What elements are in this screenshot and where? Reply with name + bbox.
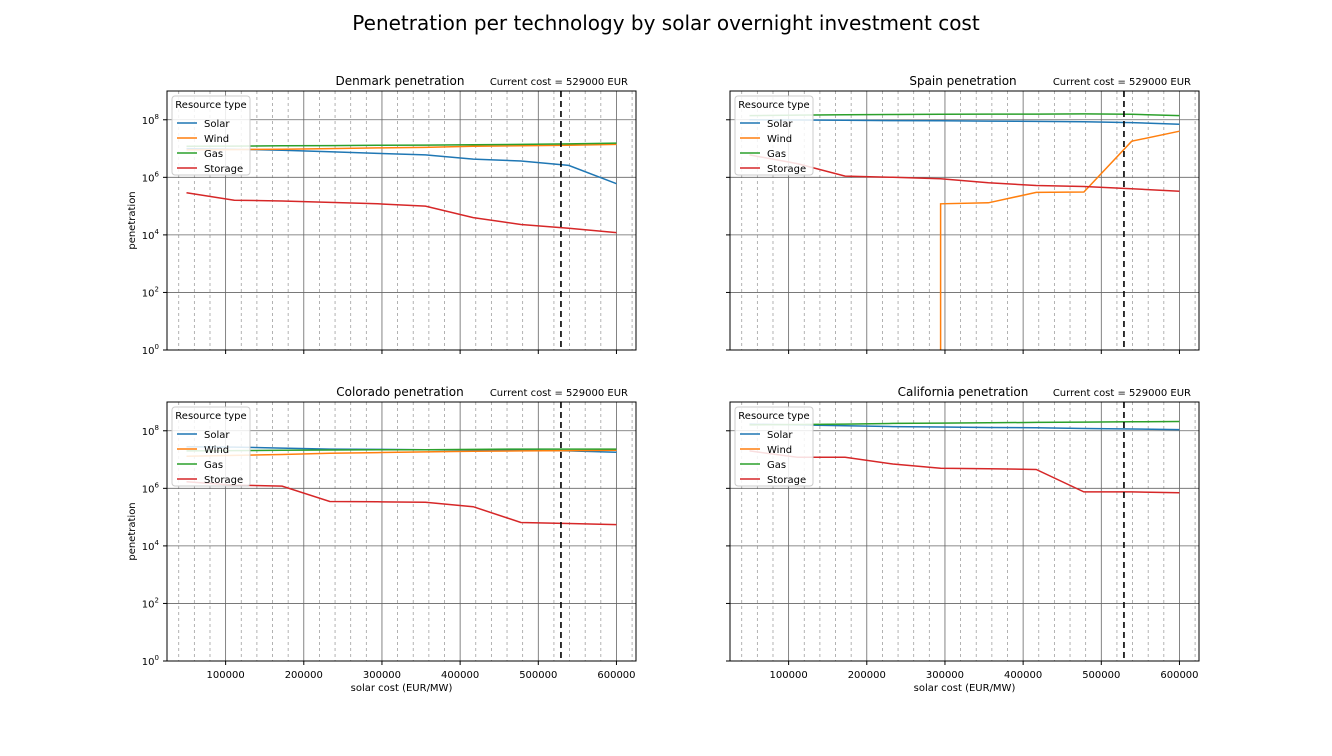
axes-frame xyxy=(166,401,637,662)
y-tick-label: 100 xyxy=(142,343,159,357)
axes-frame xyxy=(729,90,1200,351)
subplot-4: 100000 200000 300000 400000 500000 600000 Cali… xyxy=(726,385,1200,694)
x-tick-label: 500000 xyxy=(519,670,557,681)
legend-entry-wind: Wind xyxy=(204,445,229,456)
y-tick-label: 108 xyxy=(142,113,159,127)
legend-entry-storage: Storage xyxy=(204,475,243,486)
legend-entry-solar: Solar xyxy=(204,119,230,130)
x-axis-label: solar cost (EUR/MW) xyxy=(351,683,453,694)
series-line-storage xyxy=(186,480,617,526)
current-cost-annotation: Current cost = 529000 EUR xyxy=(490,77,628,88)
x-tick-label: 100000 xyxy=(207,670,245,681)
subplot-title: Colorado penetration xyxy=(336,385,463,399)
legend: Resource type Solar Wind Gas Storage xyxy=(171,95,251,176)
subplot-title: Denmark penetration xyxy=(336,74,465,88)
current-cost-annotation: Current cost = 529000 EUR xyxy=(490,388,628,399)
y-tick-label: 104 xyxy=(142,228,160,242)
legend-title: Resource type xyxy=(738,411,809,422)
legend-box xyxy=(734,406,814,487)
legend-entry-gas: Gas xyxy=(204,149,223,160)
legend: Resource type Solar Wind Gas Storage xyxy=(734,95,814,176)
legend-entry-wind: Wind xyxy=(767,134,792,145)
y-axis-label: penetration xyxy=(127,502,138,560)
x-tick-label: 200000 xyxy=(848,670,886,681)
y-tick-label: 106 xyxy=(142,481,160,495)
legend-entry-solar: Solar xyxy=(767,430,793,441)
subplot-grid: 108 106 104 102 100 Denmark penetration Curren… xyxy=(127,74,1200,694)
current-cost-annotation: Current cost = 529000 EUR xyxy=(1053,388,1191,399)
x-tick-label: 600000 xyxy=(597,670,635,681)
series-line-wind xyxy=(186,143,617,151)
legend-entry-storage: Storage xyxy=(767,164,806,175)
figure-suptitle: Penetration per technology by solar over… xyxy=(352,11,980,35)
y-tick-label: 102 xyxy=(142,285,159,299)
subplot-title: Spain penetration xyxy=(909,74,1016,88)
axes-frame xyxy=(166,90,637,351)
legend-entry-storage: Storage xyxy=(767,475,806,486)
x-tick-label: 400000 xyxy=(1004,670,1042,681)
series-line-wind xyxy=(186,449,617,458)
legend-entry-wind: Wind xyxy=(204,134,229,145)
legend-entry-gas: Gas xyxy=(767,149,786,160)
x-tick-label: 200000 xyxy=(285,670,323,681)
legend-box xyxy=(171,95,251,176)
x-tick-label: 300000 xyxy=(926,670,964,681)
y-tick-label: 100 xyxy=(142,654,159,668)
legend: Resource type Solar Wind Gas Storage xyxy=(171,406,251,487)
legend-box xyxy=(734,95,814,176)
legend-entry-solar: Solar xyxy=(767,119,793,130)
series-line-wind xyxy=(939,130,1180,350)
legend-entry-solar: Solar xyxy=(204,430,230,441)
x-tick-label: 100000 xyxy=(770,670,808,681)
axes-frame xyxy=(729,401,1200,662)
series-line-gas xyxy=(749,420,1180,426)
x-tick-label: 600000 xyxy=(1160,670,1198,681)
x-tick-label: 400000 xyxy=(441,670,479,681)
y-tick-label: 106 xyxy=(142,170,160,184)
legend-box xyxy=(171,406,251,487)
y-tick-label: 108 xyxy=(142,424,159,438)
legend-entry-gas: Gas xyxy=(767,460,786,471)
y-tick-label: 102 xyxy=(142,596,159,610)
legend-entry-wind: Wind xyxy=(767,445,792,456)
series-line-gas xyxy=(186,448,617,452)
series-line-solar xyxy=(186,147,617,185)
subplot-title: California penetration xyxy=(898,385,1029,399)
series-line-gas xyxy=(749,113,1180,117)
legend-entry-gas: Gas xyxy=(204,460,223,471)
y-axis-label: penetration xyxy=(127,191,138,249)
legend-entry-storage: Storage xyxy=(204,164,243,175)
y-tick-label: 104 xyxy=(142,539,160,553)
subplot-2: Spain penetration Current cost = 529000 E… xyxy=(726,74,1200,354)
current-cost-annotation: Current cost = 529000 EUR xyxy=(1053,77,1191,88)
subplot-1: 108 106 104 102 100 Denmark penetration Curren… xyxy=(127,74,637,357)
subplot-3: 100000 200000 300000 400000 500000 600000 108 1… xyxy=(127,385,637,694)
series-line-solar xyxy=(749,119,1180,125)
legend: Resource type Solar Wind Gas Storage xyxy=(734,406,814,487)
legend-title: Resource type xyxy=(175,100,246,111)
x-tick-label: 300000 xyxy=(363,670,401,681)
series-line-storage xyxy=(749,154,1180,192)
series-line-storage xyxy=(186,192,617,234)
series-line-gas xyxy=(186,142,617,148)
legend-title: Resource type xyxy=(175,411,246,422)
series-line-solar xyxy=(749,423,1180,431)
legend-title: Resource type xyxy=(738,100,809,111)
series-line-storage xyxy=(749,450,1180,494)
x-axis-label: solar cost (EUR/MW) xyxy=(914,683,1016,694)
x-tick-label: 500000 xyxy=(1082,670,1120,681)
